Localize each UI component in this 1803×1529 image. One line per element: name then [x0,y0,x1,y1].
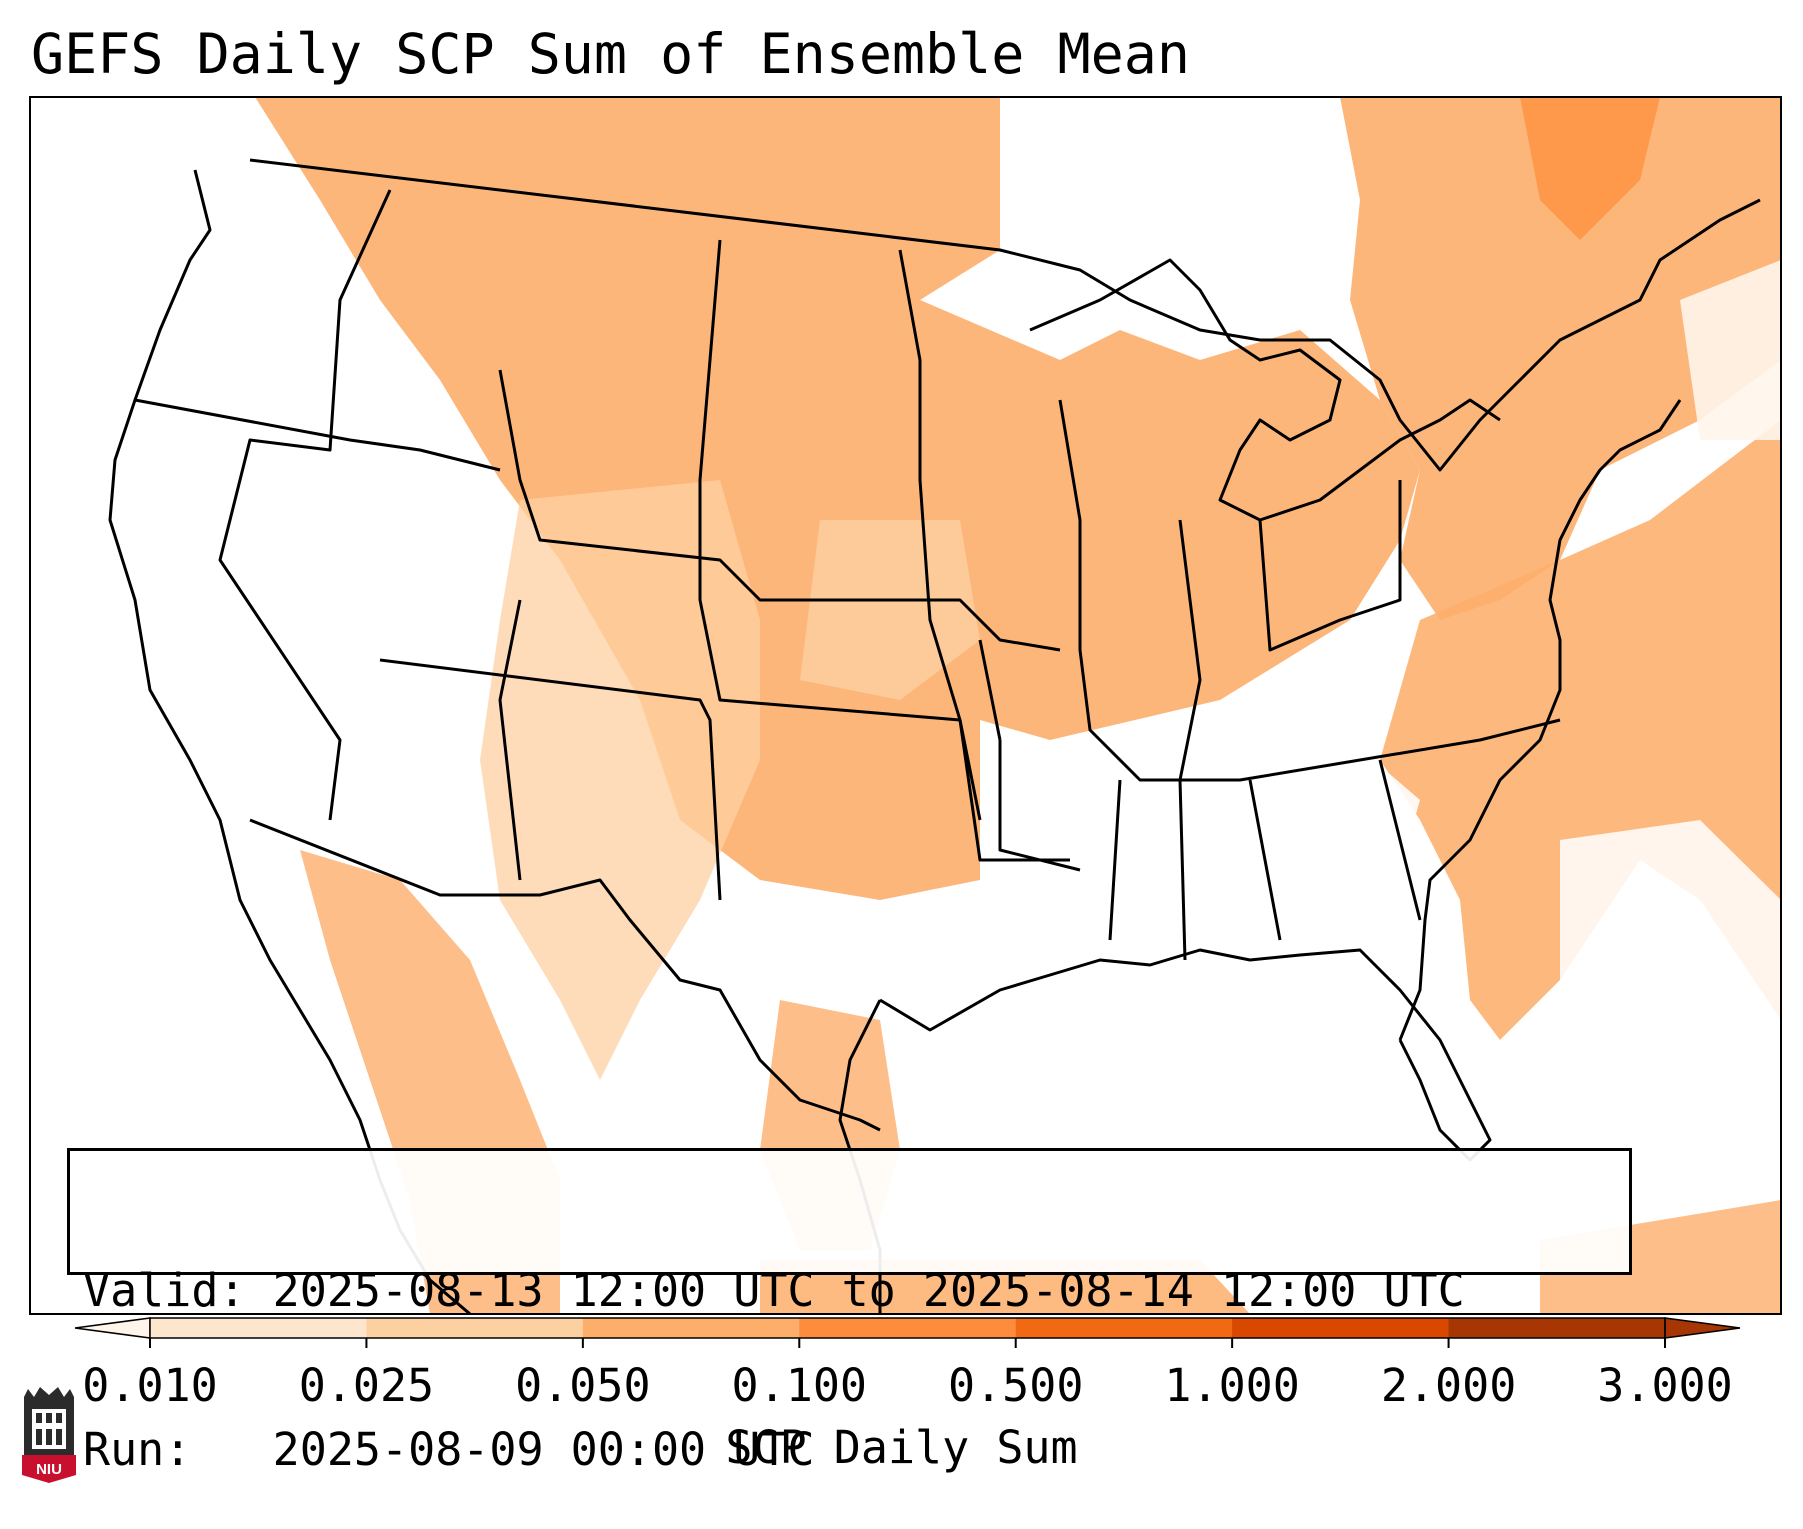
run-line: Run: 2025-08-09 00:00 UTC [83,1423,1629,1476]
state-line-7 [498,599,522,881]
logo-text: NIU [36,1461,62,1478]
caribbean-shade [1540,1200,1781,1314]
canada-east-shade [1340,97,1781,620]
mexico-border [249,818,881,1132]
university-building-icon: NIU [22,1387,76,1483]
colorbar-tick-label: 0.100 [731,1359,868,1412]
state-line-10 [1258,480,1402,652]
colorbar-segment [1232,1318,1450,1338]
colorbar-tick-label: 1.000 [1164,1359,1300,1412]
valid-value: 2025-08-13 12:00 UTC to 2025-08-14 12:00… [272,1264,1465,1317]
east-coast-outline [1398,399,1682,1041]
colorbar-extend-high [1664,1317,1741,1339]
valid-line: Valid: 2025-08-13 12:00 UTC to 2025-08-1… [83,1264,1629,1317]
plains-light-patch [800,520,980,700]
colorbar-tick-label: 3.000 [1597,1359,1733,1412]
colorbar-tick-label: 0.050 [515,1359,651,1412]
colorbar-tick-label: 2.000 [1380,1359,1517,1412]
state-line-6 [379,658,722,901]
state-line-8 [1058,399,1561,782]
colorbar [74,1317,1741,1348]
valid-run-info-box: Valid: 2025-08-13 12:00 UTC to 2025-08-1… [67,1148,1632,1476]
map-frame [29,96,1782,1315]
state-line-9 [1178,519,1202,961]
colorbar-tick-label: 0.500 [947,1359,1084,1412]
colorbar-segment [1015,1318,1233,1338]
great-lakes-outline [1029,258,1501,522]
run-label: Run: [83,1423,192,1476]
run-value: 2025-08-09 00:00 UTC [272,1423,815,1476]
colorbar-tick-label: 0.025 [298,1359,435,1412]
state-line-5 [898,249,1070,862]
colorbar-segment [582,1318,800,1338]
new-england-white-patch [1680,260,1781,440]
state-line-12 [978,639,1081,872]
state-line-11 [1108,759,1422,941]
colorbar-segment [1448,1318,1666,1338]
atlantic-white-patch [1560,820,1781,1160]
quebec-dark-shade [1520,97,1660,240]
northern-plains-shade [255,97,1420,900]
colorbar-outline [149,1317,1666,1339]
state-line-3 [498,369,1061,652]
colorbar-segment [799,1318,1017,1338]
state-line-1 [134,398,501,472]
four-corners-shade [480,480,760,1080]
colorbar-segment [150,1318,367,1338]
colorbar-tick-label: 0.010 [82,1359,218,1412]
colorbar-segment [366,1318,584,1338]
state-line-2 [218,189,392,821]
map-title: GEFS Daily SCP Sum of Ensemble Mean [31,22,1190,86]
southeast-white-patch [1060,740,1420,960]
canada-us-border [249,158,1761,472]
colorbar-label: SCP Daily Sum [725,1421,1078,1474]
valid-label: Valid: [83,1264,246,1317]
